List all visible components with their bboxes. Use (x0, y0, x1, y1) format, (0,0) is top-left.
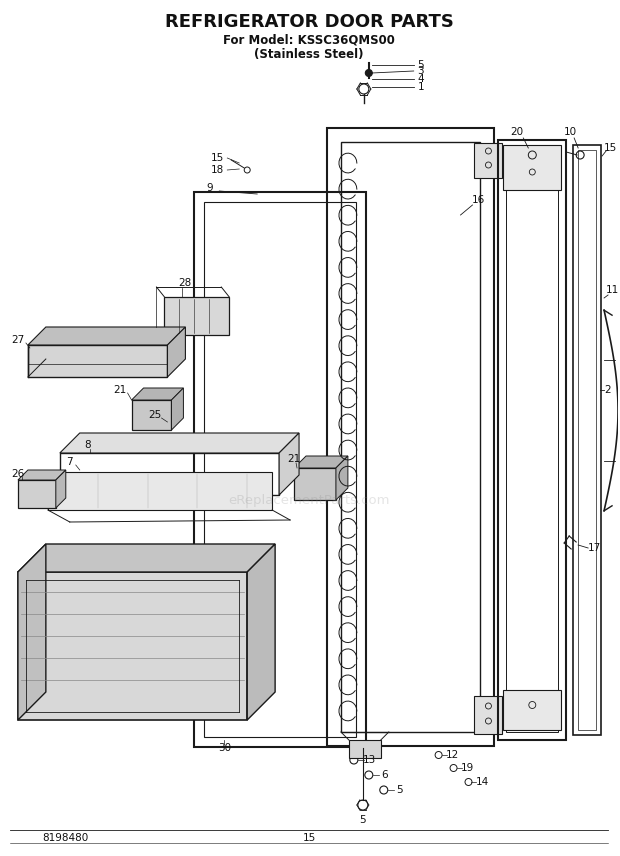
Polygon shape (279, 433, 299, 495)
Text: eReplacementParts.com: eReplacementParts.com (228, 494, 390, 507)
Bar (503, 690, 561, 730)
Bar (573, 145, 601, 735)
Text: 16: 16 (472, 195, 485, 205)
Circle shape (365, 69, 373, 76)
Text: 28: 28 (178, 278, 191, 288)
Text: 27: 27 (11, 335, 25, 345)
Bar (498, 140, 566, 740)
Bar (48, 472, 272, 510)
Bar (18, 572, 247, 720)
Bar (503, 145, 561, 190)
Bar (164, 297, 229, 335)
Polygon shape (28, 327, 185, 345)
Text: (Stainless Steel): (Stainless Steel) (254, 47, 364, 61)
Text: 8: 8 (84, 440, 91, 450)
Text: 10: 10 (564, 127, 577, 137)
Bar (294, 468, 336, 500)
Text: 5: 5 (360, 815, 366, 825)
Text: 7: 7 (66, 457, 73, 467)
Polygon shape (18, 544, 275, 572)
Text: 15: 15 (211, 153, 224, 163)
Bar (327, 128, 494, 746)
Text: 5: 5 (396, 785, 403, 795)
Bar (578, 150, 596, 730)
Text: 21: 21 (288, 454, 301, 464)
Text: REFRIGERATOR DOOR PARTS: REFRIGERATOR DOOR PARTS (164, 13, 453, 31)
Text: 15: 15 (303, 833, 316, 843)
Text: 9: 9 (206, 183, 213, 193)
Polygon shape (336, 456, 348, 500)
Text: 4: 4 (417, 74, 424, 84)
Text: 30: 30 (218, 743, 231, 753)
Text: 11: 11 (605, 285, 619, 295)
Bar (195, 192, 366, 747)
Polygon shape (18, 470, 66, 480)
Text: 6: 6 (381, 770, 388, 780)
Polygon shape (294, 456, 348, 468)
Bar (341, 142, 480, 732)
Text: 1: 1 (417, 82, 424, 92)
Bar (349, 740, 381, 758)
Polygon shape (172, 388, 184, 430)
Text: 5: 5 (417, 60, 424, 70)
Bar (474, 143, 502, 178)
Text: 14: 14 (476, 777, 489, 787)
Text: For Model: KSSC36QMS00: For Model: KSSC36QMS00 (223, 33, 395, 46)
Text: 20: 20 (510, 127, 523, 137)
Polygon shape (247, 544, 275, 720)
Text: 21: 21 (113, 385, 126, 395)
Polygon shape (60, 433, 299, 453)
Text: 19: 19 (461, 763, 474, 773)
Bar (131, 400, 172, 430)
Text: 3: 3 (417, 66, 424, 76)
Polygon shape (18, 544, 46, 720)
Polygon shape (167, 327, 185, 377)
Polygon shape (131, 388, 184, 400)
Bar (507, 148, 558, 732)
Bar (474, 696, 502, 734)
Text: 25: 25 (148, 410, 161, 420)
Text: 13: 13 (363, 755, 376, 765)
Text: 2: 2 (604, 385, 611, 395)
Polygon shape (56, 470, 66, 508)
Bar (28, 345, 167, 377)
Text: 17: 17 (588, 543, 601, 553)
Text: 12: 12 (446, 750, 459, 760)
Text: 18: 18 (211, 165, 224, 175)
Text: 15: 15 (603, 143, 617, 153)
Text: 8198480: 8198480 (42, 833, 88, 843)
Bar (60, 453, 279, 495)
Text: 26: 26 (11, 469, 25, 479)
Bar (205, 202, 356, 737)
Bar (18, 480, 56, 508)
